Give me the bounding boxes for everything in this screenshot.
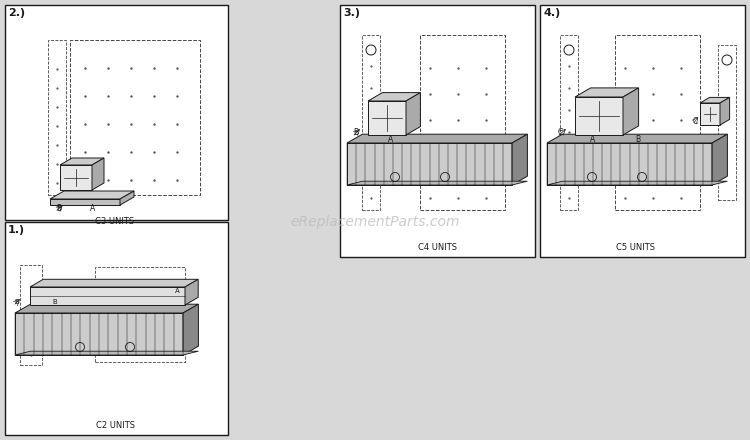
Text: 3.): 3.): [343, 8, 360, 18]
Polygon shape: [347, 181, 527, 185]
Text: B: B: [52, 299, 57, 305]
Polygon shape: [406, 92, 421, 135]
FancyBboxPatch shape: [540, 5, 745, 257]
Polygon shape: [623, 88, 638, 135]
Polygon shape: [30, 279, 198, 287]
Polygon shape: [185, 279, 198, 305]
Text: 4.): 4.): [543, 8, 560, 18]
Polygon shape: [15, 351, 199, 355]
Polygon shape: [347, 134, 527, 143]
Polygon shape: [50, 199, 120, 205]
Polygon shape: [700, 97, 730, 103]
FancyBboxPatch shape: [5, 5, 228, 220]
Polygon shape: [547, 181, 728, 185]
Polygon shape: [120, 191, 134, 205]
Polygon shape: [700, 103, 720, 125]
Text: C3 UNITS: C3 UNITS: [95, 217, 134, 226]
Polygon shape: [512, 134, 527, 185]
Text: A: A: [175, 288, 180, 294]
Polygon shape: [92, 158, 104, 190]
Text: B: B: [56, 204, 62, 213]
Text: C: C: [558, 128, 563, 137]
Text: B: B: [635, 135, 640, 144]
Polygon shape: [60, 165, 92, 190]
Polygon shape: [368, 92, 421, 101]
Polygon shape: [547, 143, 712, 185]
Polygon shape: [60, 158, 104, 165]
Text: C5 UNITS: C5 UNITS: [616, 243, 655, 252]
Polygon shape: [15, 313, 183, 355]
Text: C2 UNITS: C2 UNITS: [95, 421, 134, 430]
Polygon shape: [720, 97, 730, 125]
FancyBboxPatch shape: [340, 5, 535, 257]
Polygon shape: [547, 134, 728, 143]
Text: B: B: [353, 128, 358, 137]
FancyBboxPatch shape: [5, 222, 228, 435]
Polygon shape: [50, 191, 134, 199]
Text: 1.): 1.): [8, 225, 26, 235]
Polygon shape: [15, 304, 199, 313]
Polygon shape: [183, 304, 199, 355]
Text: B: B: [14, 299, 19, 305]
Polygon shape: [30, 287, 185, 305]
Text: C: C: [693, 117, 698, 126]
Text: A: A: [590, 135, 596, 144]
Polygon shape: [347, 143, 512, 185]
Text: A: A: [90, 204, 95, 213]
Polygon shape: [575, 88, 638, 97]
Polygon shape: [712, 134, 728, 185]
Text: 2.): 2.): [8, 8, 26, 18]
Text: eReplacementParts.com: eReplacementParts.com: [290, 215, 460, 229]
Text: A: A: [388, 135, 393, 144]
Text: C4 UNITS: C4 UNITS: [418, 243, 457, 252]
Polygon shape: [368, 101, 406, 135]
Polygon shape: [575, 97, 623, 135]
